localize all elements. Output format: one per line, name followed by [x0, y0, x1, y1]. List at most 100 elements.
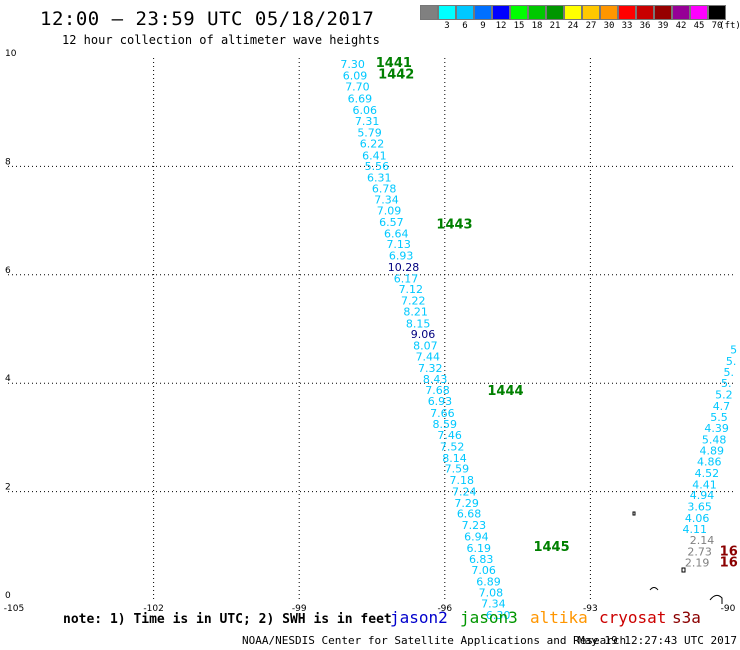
swh-value: 7.09 — [377, 205, 402, 218]
legend-swatch — [510, 5, 528, 20]
swh-value: 7.46 — [437, 429, 462, 442]
orbit-number: 1445 — [533, 540, 569, 555]
axis-labels: -105 -102 -99 -96 -93 -90 0 2 4 6 8 10 — [4, 49, 736, 614]
lat-tick-label: 2 — [5, 483, 11, 493]
legend-swatch — [708, 5, 726, 20]
legend-label: 36 — [639, 21, 651, 31]
swh-value: 9.06 — [411, 328, 436, 341]
legend-label: 24 — [567, 21, 579, 31]
swh-value: 5. — [726, 355, 737, 368]
footer-note: note: 1) Time is in UTC; 2) SWH is in fe… — [63, 612, 392, 627]
swh-value: 3.65 — [687, 501, 712, 514]
legend-label: 6 — [462, 21, 468, 31]
generated-timestamp: May 19 12:27:43 UTC 2017 — [578, 634, 737, 647]
swh-value: 4.11 — [682, 523, 707, 536]
legend-label: 33 — [621, 21, 633, 31]
swh-value: 4.86 — [697, 456, 722, 469]
legend-swatch — [438, 5, 456, 20]
lon-tick-label: -93 — [583, 604, 598, 614]
map-subtitle: 12 hour collection of altimeter wave hei… — [62, 33, 380, 47]
sat-altika: altika — [530, 608, 588, 627]
swh-value: 4.41 — [692, 478, 717, 491]
legend-label: 15 — [513, 21, 525, 31]
swh-value: 4.89 — [699, 445, 724, 458]
swh-value: 6.69 — [348, 92, 373, 105]
lat-tick-label: 4 — [5, 374, 11, 384]
legend-label: 42 — [675, 21, 687, 31]
legend-swatch — [546, 5, 564, 20]
legend-label: 9 — [480, 21, 486, 31]
swh-value: 6.41 — [362, 149, 387, 162]
swh-value: 8.21 — [403, 305, 428, 318]
legend-swatch — [654, 5, 672, 20]
swh-value: 6.78 — [372, 182, 397, 195]
swh-value: 6.57 — [379, 216, 404, 229]
swh-value: 7.24 — [452, 485, 477, 498]
swh-value: 7.06 — [471, 564, 496, 577]
swh-value: 4.94 — [690, 489, 715, 502]
legend-swatch — [492, 5, 510, 20]
sat-s3a: s3a — [672, 608, 701, 627]
swh-value: 6.93 — [428, 395, 453, 408]
swh-value: 7.66 — [430, 407, 455, 420]
legend-label: 39 — [657, 21, 669, 31]
swh-value: 4.52 — [695, 467, 720, 480]
map-title: 12:00 – 23:59 UTC 05/18/2017 — [40, 8, 375, 30]
swh-value: 7.22 — [401, 295, 426, 308]
swh-value: 6.19 — [467, 542, 492, 555]
swh-value: 2.19 — [685, 556, 710, 569]
legend-swatch — [636, 5, 654, 20]
swh-value: 6.68 — [457, 508, 482, 521]
swh-value: 7.13 — [386, 238, 411, 251]
legend-label: 3 — [444, 21, 450, 31]
credit-line: NOAA/NESDIS Center for Satellite Applica… — [242, 634, 627, 647]
swh-value: 2.73 — [687, 546, 712, 559]
swh-value: 4.06 — [685, 512, 710, 525]
legend-label: 21 — [549, 21, 561, 31]
legend-label: 12 — [495, 21, 507, 31]
swh-value: 2.14 — [690, 534, 715, 547]
swh-value: 5.48 — [702, 433, 727, 446]
swh-value: 4.7 — [713, 400, 731, 413]
swh-value: 7.23 — [462, 519, 487, 532]
swh-value: 7.12 — [399, 283, 424, 296]
swh-value: 5.2 — [715, 388, 733, 401]
legend-label: 27 — [585, 21, 597, 31]
legend-swatch — [456, 5, 474, 20]
swh-value: 6.06 — [352, 104, 377, 117]
swh-value: 16 — [720, 555, 738, 570]
swh-value: 6.83 — [469, 553, 494, 566]
wave-height-points: 7.306.097.706.696.067.315.796.226.415.56… — [340, 56, 737, 622]
lat-tick-label: 8 — [5, 157, 11, 167]
lon-tick-label: -96 — [437, 604, 452, 614]
legend-labels: 3 6 9 12 15 18 21 24 27 30 33 36 39 42 45 70 (ft) — [420, 20, 740, 34]
legend-label: 30 — [603, 21, 615, 31]
swh-value: 7.44 — [416, 350, 441, 363]
map-grid — [8, 58, 736, 600]
legend-swatch — [420, 5, 438, 20]
legend-swatch — [672, 5, 690, 20]
swh-value: 7.34 — [374, 193, 399, 206]
swh-value: 10.28 — [388, 261, 420, 274]
swh-value: 7.70 — [345, 81, 370, 94]
swh-value: 7.29 — [454, 497, 479, 510]
legend-unit: (ft) — [719, 21, 740, 31]
swh-value: 6.64 — [384, 227, 409, 240]
swh-value: 7.52 — [440, 440, 465, 453]
swh-value: 7.31 — [355, 115, 380, 128]
swh-value: 4.39 — [704, 422, 729, 435]
swh-value: 6.93 — [389, 250, 414, 263]
legend-swatch — [474, 5, 492, 20]
swh-value: 5.56 — [365, 160, 390, 173]
coastline-islands — [632, 511, 723, 604]
swh-value: 7.08 — [479, 587, 504, 600]
swh-value: 7.34 — [481, 598, 506, 611]
orbit-number: 1442 — [378, 68, 414, 83]
lon-tick-label: -90 — [721, 604, 736, 614]
swh-value: 7.32 — [418, 362, 443, 375]
swh-value: 5.79 — [357, 127, 382, 140]
legend-swatch — [582, 5, 600, 20]
swh-value: 8.07 — [413, 340, 438, 353]
swh-value: 8.14 — [442, 452, 467, 465]
